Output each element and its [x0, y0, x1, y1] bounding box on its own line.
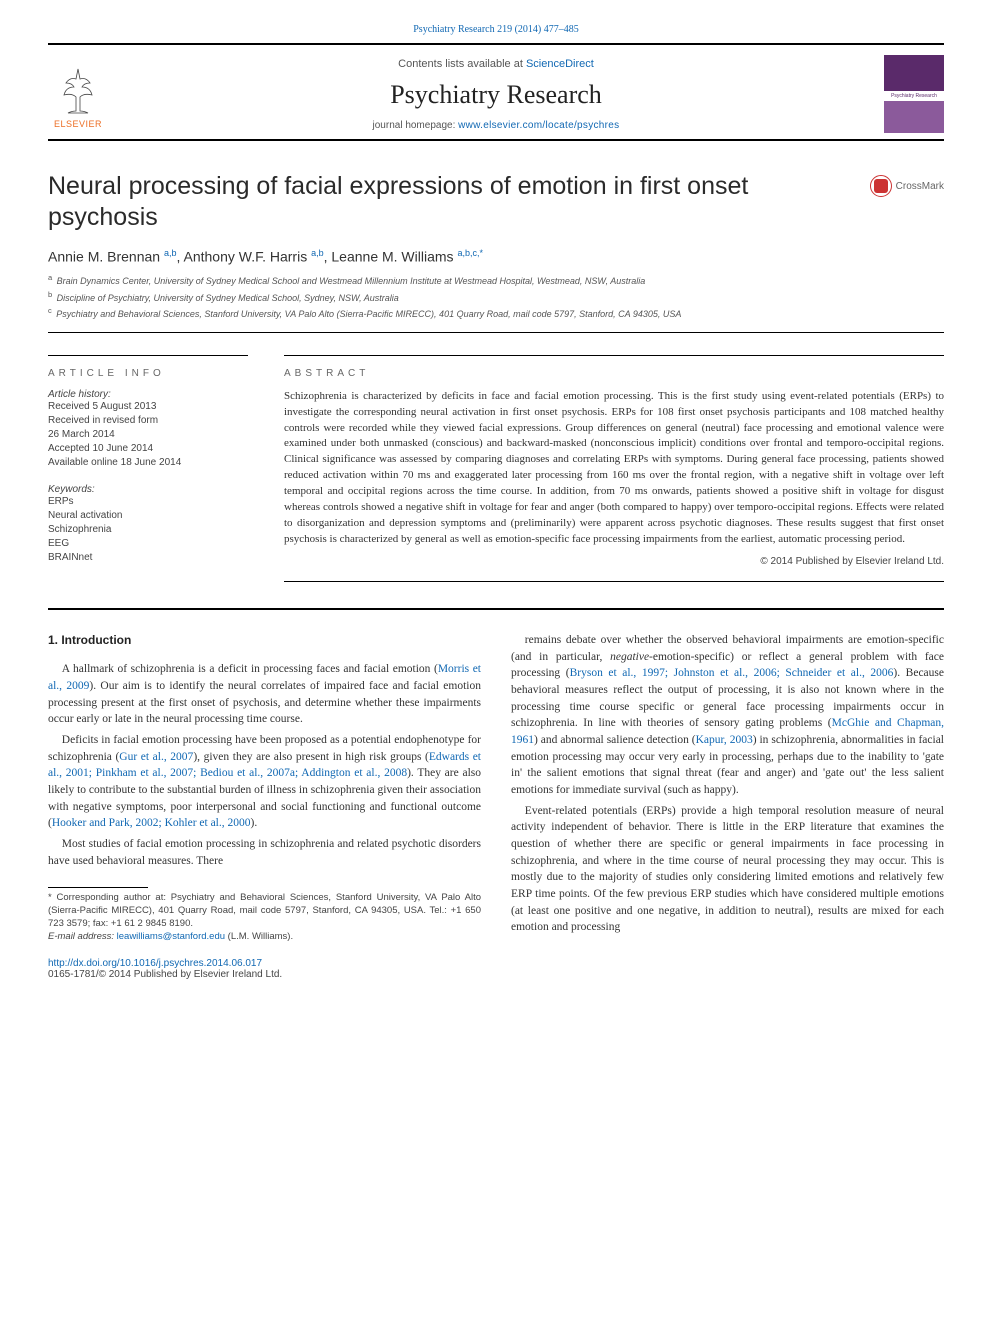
paragraph: Most studies of facial emotion processin…: [48, 836, 481, 869]
abstract-copyright: © 2014 Published by Elsevier Ireland Ltd…: [284, 556, 944, 567]
section-heading: 1. Introduction: [48, 632, 481, 649]
footnotes: * Corresponding author at: Psychiatry an…: [48, 887, 481, 943]
article-info-column: ARTICLE INFO Article history: Received 5…: [48, 355, 248, 582]
history-item: 26 March 2014: [48, 428, 248, 442]
journal-cover-thumbnail: Psychiatry Research: [884, 55, 944, 133]
body-col-right: remains debate over whether the observed…: [511, 632, 944, 944]
citation-link[interactable]: Kapur, 2003: [696, 734, 753, 746]
email-link[interactable]: leawilliams@stanford.edu: [117, 931, 225, 942]
article-info-header: ARTICLE INFO: [48, 355, 248, 379]
article-title: Neural processing of facial expressions …: [48, 171, 850, 234]
journal-banner: ELSEVIER Contents lists available at Sci…: [48, 45, 944, 139]
abstract-text: Schizophrenia is characterized by defici…: [284, 389, 944, 548]
crossmark-badge[interactable]: CrossMark: [870, 175, 944, 197]
keyword-item: BRAINnet: [48, 551, 248, 565]
keyword-item: ERPs: [48, 495, 248, 509]
body-columns: 1. Introduction A hallmark of schizophre…: [48, 632, 944, 944]
doi-link[interactable]: http://dx.doi.org/10.1016/j.psychres.201…: [48, 958, 262, 969]
affiliation: a Brain Dynamics Center, University of S…: [48, 272, 944, 289]
abstract-header: ABSTRACT: [284, 355, 944, 379]
crossmark-icon: [870, 175, 892, 197]
affiliations: a Brain Dynamics Center, University of S…: [48, 272, 944, 322]
crossmark-label: CrossMark: [896, 181, 944, 192]
history-item: Received 5 August 2013: [48, 400, 248, 414]
body-col-left: 1. Introduction A hallmark of schizophre…: [48, 632, 481, 944]
contents-prefix: Contents lists available at: [398, 58, 526, 70]
paragraph: A hallmark of schizophrenia is a deficit…: [48, 661, 481, 728]
authors-line: Annie M. Brennan a,b, Anthony W.F. Harri…: [48, 248, 944, 265]
sciencedirect-link[interactable]: ScienceDirect: [526, 58, 594, 70]
paragraph: Event-related potentials (ERPs) provide …: [511, 803, 944, 936]
corresponding-author: * Corresponding author at: Psychiatry an…: [48, 892, 481, 930]
email-label: E-mail address:: [48, 931, 117, 942]
top-citation-link[interactable]: Psychiatry Research 219 (2014) 477–485: [413, 24, 579, 35]
keywords-list: ERPsNeural activationSchizophreniaEEGBRA…: [48, 495, 248, 565]
elsevier-tree-icon: [57, 67, 99, 117]
top-citation: Psychiatry Research 219 (2014) 477–485: [48, 24, 944, 35]
citation-link[interactable]: Bryson et al., 1997; Johnston et al., 20…: [570, 667, 894, 679]
homepage-prefix: journal homepage:: [373, 120, 459, 131]
history-item: Accepted 10 June 2014: [48, 442, 248, 456]
rule: [48, 608, 944, 610]
keyword-item: EEG: [48, 537, 248, 551]
cover-label: Psychiatry Research: [884, 91, 944, 101]
paragraph: Deficits in facial emotion processing ha…: [48, 732, 481, 832]
affiliation: c Psychiatry and Behavioral Sciences, St…: [48, 305, 944, 322]
homepage-link[interactable]: www.elsevier.com/locate/psychres: [458, 120, 619, 131]
issn-copyright: 0165-1781/© 2014 Published by Elsevier I…: [48, 969, 944, 980]
paragraph: remains debate over whether the observed…: [511, 632, 944, 799]
history-item: Available online 18 June 2014: [48, 456, 248, 470]
history-list: Received 5 August 2013Received in revise…: [48, 400, 248, 470]
citation-link[interactable]: Morris et al., 2009: [48, 663, 481, 692]
history-item: Received in revised form: [48, 414, 248, 428]
keyword-item: Schizophrenia: [48, 523, 248, 537]
keyword-item: Neural activation: [48, 509, 248, 523]
email-suffix: (L.M. Williams).: [225, 931, 293, 942]
email-line: E-mail address: leawilliams@stanford.edu…: [48, 931, 481, 944]
citation-link[interactable]: Edwards et al., 2001; Pinkham et al., 20…: [48, 751, 481, 780]
bottom-meta: http://dx.doi.org/10.1016/j.psychres.201…: [48, 958, 944, 980]
homepage-line: journal homepage: www.elsevier.com/locat…: [120, 120, 872, 131]
rule: [48, 139, 944, 141]
footnote-rule: [48, 887, 148, 888]
publisher-logo: ELSEVIER: [48, 59, 108, 129]
rule: [284, 581, 944, 582]
history-label: Article history:: [48, 389, 248, 400]
abstract-column: ABSTRACT Schizophrenia is characterized …: [284, 355, 944, 582]
citation-link[interactable]: Hooker and Park, 2002; Kohler et al., 20…: [52, 817, 251, 829]
journal-title: Psychiatry Research: [120, 80, 872, 110]
keywords-label: Keywords:: [48, 484, 248, 495]
rule: [48, 332, 944, 333]
citation-link[interactable]: Gur et al., 2007: [119, 751, 193, 763]
contents-line: Contents lists available at ScienceDirec…: [120, 58, 872, 70]
publisher-logo-text: ELSEVIER: [54, 119, 102, 129]
affiliation: b Discipline of Psychiatry, University o…: [48, 289, 944, 306]
